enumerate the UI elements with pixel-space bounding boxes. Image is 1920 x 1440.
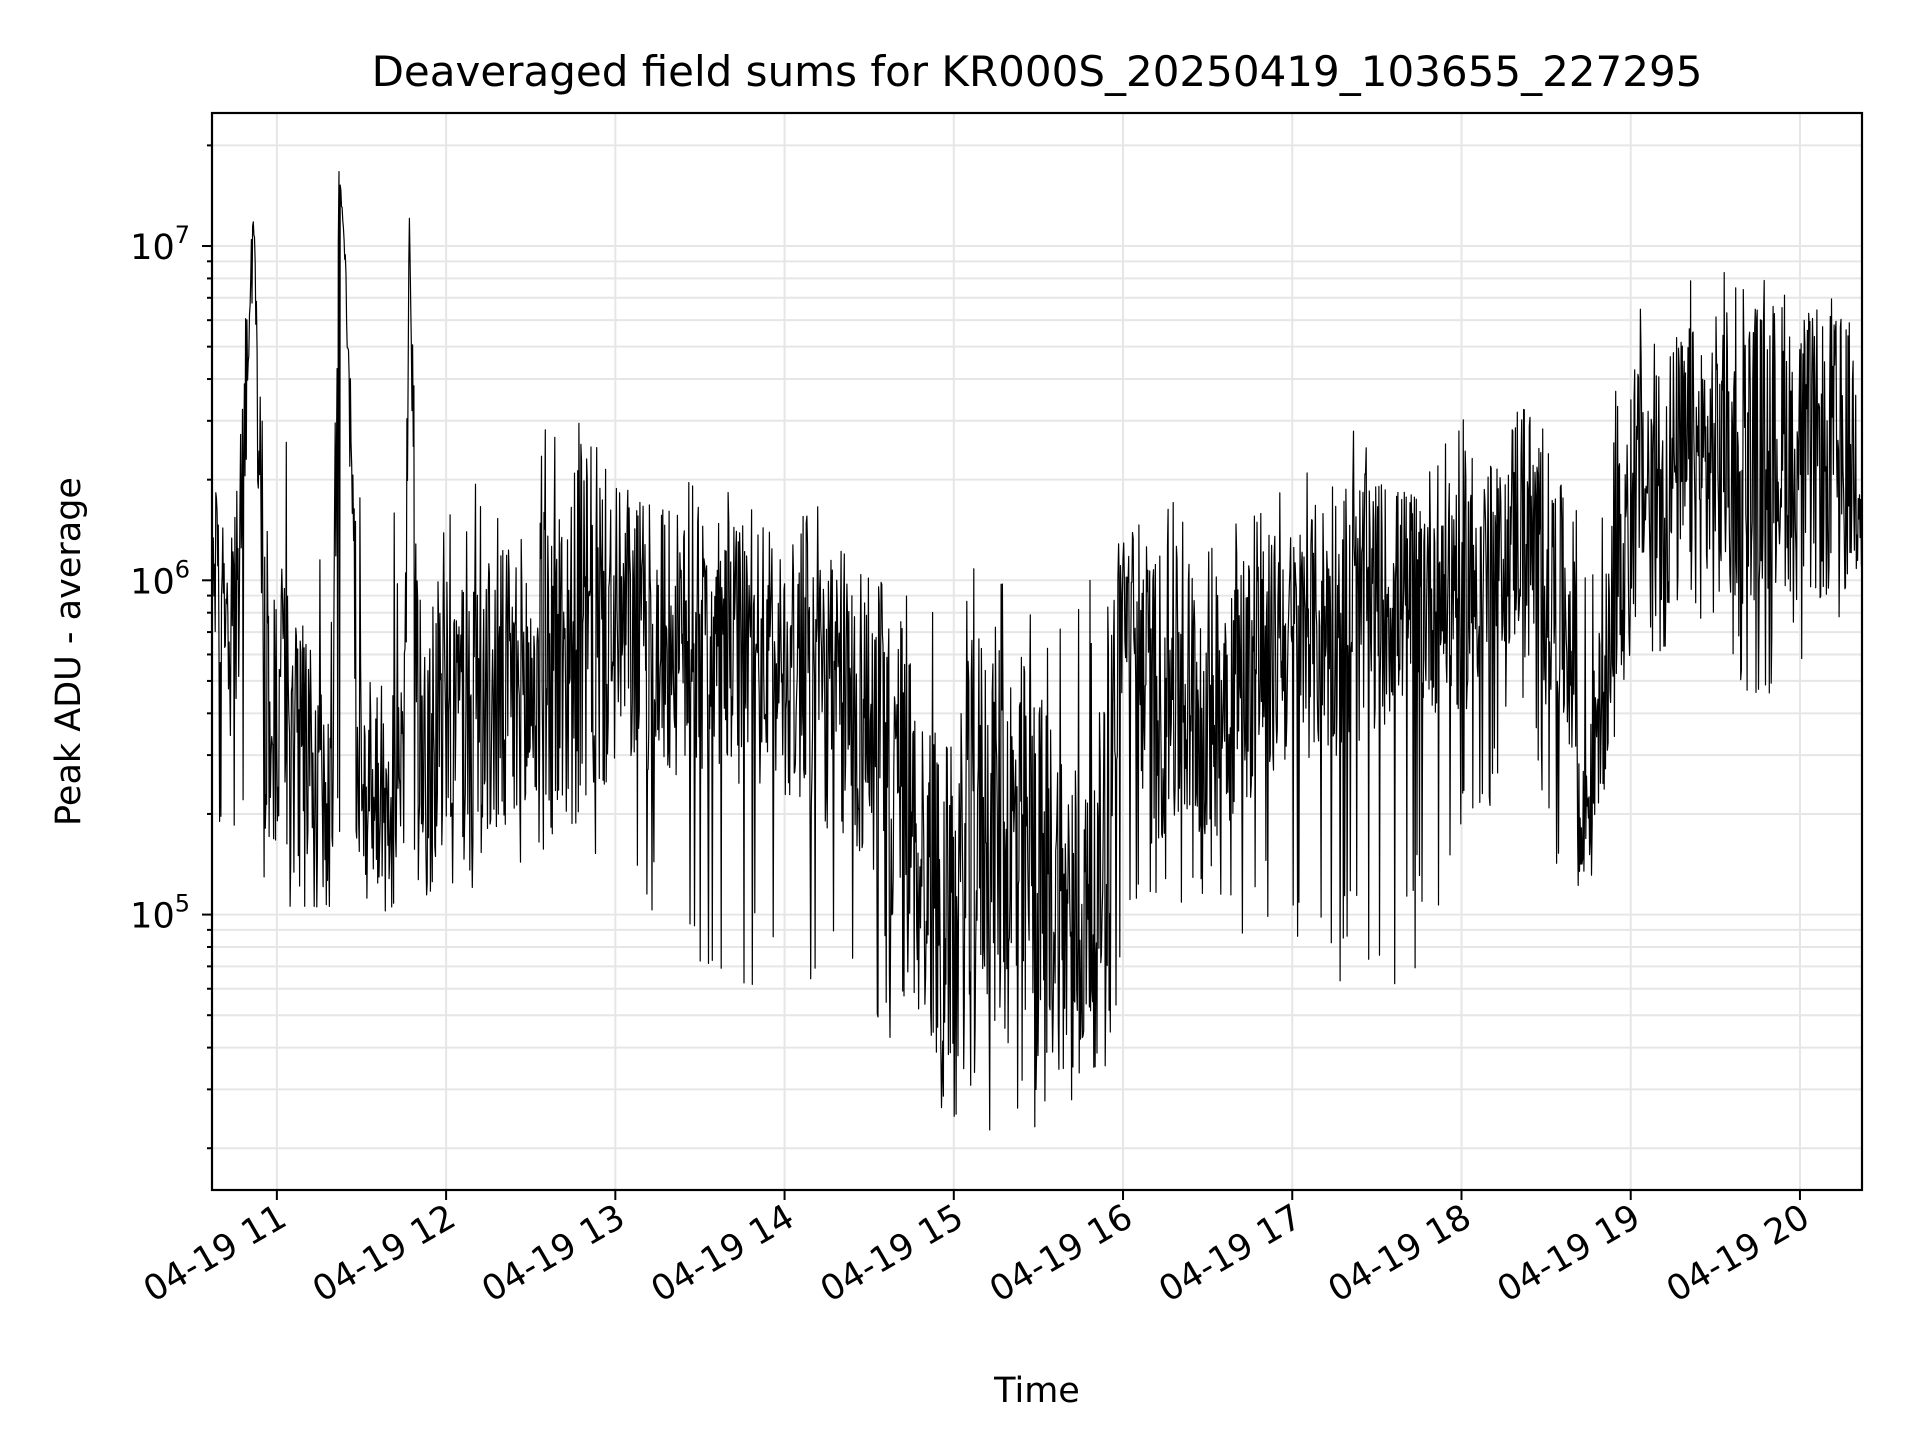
y-tick-label-exponent: 6 — [175, 555, 190, 583]
y-tick-label: 107 — [130, 221, 190, 268]
series — [211, 171, 1863, 1131]
y-tick-label-exponent: 5 — [175, 890, 190, 918]
y-tick-label-exponent: 7 — [175, 221, 190, 249]
y-axis-label: Peak ADU - average — [49, 477, 89, 826]
chart-title: Deaveraged field sums for KR000S_2025041… — [372, 47, 1703, 96]
x-axis-label: Time — [993, 1371, 1080, 1411]
y-tick-label: 105 — [130, 890, 190, 937]
y-tick-label-base: 10 — [130, 897, 175, 937]
series-line — [211, 171, 1863, 1131]
plot-frame — [210, 111, 1864, 1192]
y-tick-label: 106 — [130, 555, 190, 602]
y-tick-label-base: 10 — [130, 562, 175, 602]
y-tick-label-base: 10 — [130, 228, 175, 268]
grid — [212, 113, 1862, 1190]
